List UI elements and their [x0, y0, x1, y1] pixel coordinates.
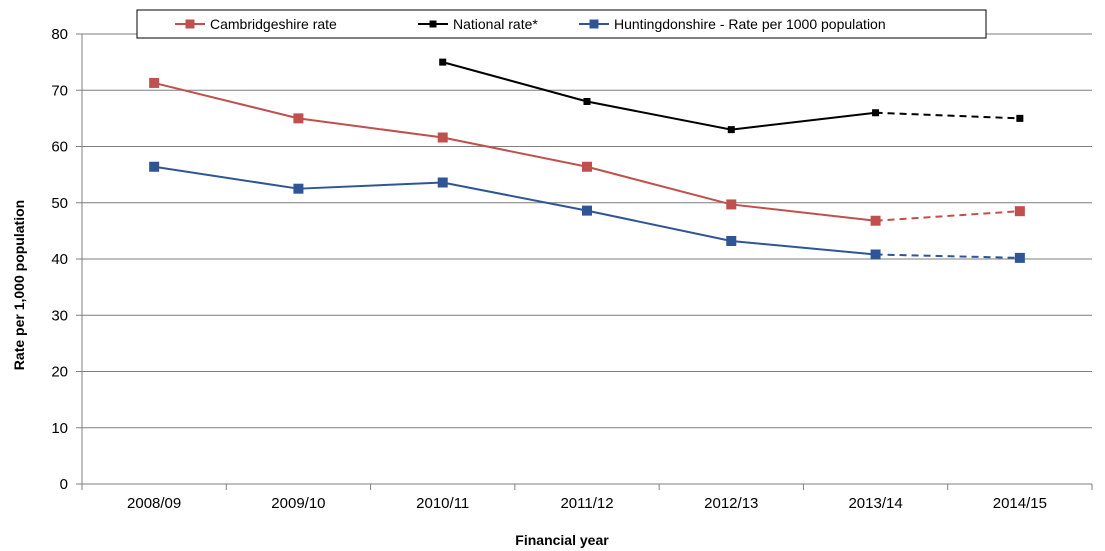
data-point	[726, 236, 737, 246]
y-tick-label: 70	[51, 82, 68, 99]
x-tick-label: 2008/09	[127, 495, 181, 512]
series-3	[149, 161, 1025, 263]
x-tick-label: 2012/13	[704, 495, 758, 512]
data-point	[293, 113, 304, 124]
y-tick-label: 30	[51, 307, 68, 324]
line-segment	[442, 136, 588, 168]
projected-segment	[875, 210, 1020, 222]
y-tick-label: 40	[51, 251, 68, 268]
data-point	[1016, 114, 1024, 122]
line-segment	[442, 61, 588, 103]
legend-swatch-marker	[589, 19, 599, 29]
series-1	[149, 77, 1025, 226]
line-segment	[442, 181, 588, 212]
x-tick-label: 2011/12	[560, 495, 613, 512]
legend-entry-label: National rate*	[453, 16, 538, 32]
line-segment	[298, 117, 443, 139]
data-point	[437, 177, 448, 188]
line-segment	[586, 209, 732, 242]
legend-box	[136, 9, 987, 39]
line-segment	[586, 165, 732, 206]
y-tick-label: 80	[51, 26, 68, 43]
line-segment	[586, 100, 732, 131]
data-point	[872, 109, 880, 117]
x-tick-label: 2010/11	[416, 495, 469, 512]
data-point	[582, 161, 592, 172]
axes	[76, 33, 1093, 490]
projected-segment	[875, 111, 1020, 120]
data-point	[727, 126, 735, 134]
data-point	[439, 58, 447, 66]
x-tick-label: 2014/15	[993, 495, 1047, 512]
legend-swatch-marker	[185, 19, 195, 29]
x-tick-label: 2013/14	[848, 495, 902, 512]
data-point	[583, 98, 591, 105]
y-axis-title: Rate per 1,000 population	[11, 200, 27, 370]
series-layer	[149, 58, 1025, 263]
data-point	[582, 205, 592, 216]
line-segment	[153, 165, 299, 190]
legend-swatch-marker	[429, 20, 437, 28]
data-point	[293, 183, 304, 194]
y-tick-labels: 0 10 20 30 40 50 60 70 80	[51, 26, 68, 493]
line-segment	[153, 81, 299, 120]
legend-entry-label: Huntingdonshire - Rate per 1000 populati…	[614, 16, 886, 32]
data-point	[870, 215, 881, 226]
legend: Cambridgeshire rate National rate* Hunting…	[136, 9, 987, 39]
data-point	[1014, 206, 1025, 217]
y-tick-label: 50	[51, 195, 68, 212]
x-tick-labels: 2008/09 2009/10 2010/11 2011/12 2012/13 2013/…	[127, 495, 1047, 512]
y-tick-label: 0	[60, 476, 68, 493]
line-segment	[731, 111, 876, 131]
data-point	[149, 77, 160, 88]
data-point	[870, 249, 881, 260]
line-segment	[731, 240, 876, 256]
projected-segment	[875, 253, 1020, 259]
x-axis-title: Financial year	[515, 532, 609, 548]
y-tick-label: 20	[51, 364, 68, 381]
data-point	[437, 132, 448, 143]
legend-entry-label: Cambridgeshire rate	[210, 16, 337, 32]
y-tick-label: 10	[51, 420, 68, 437]
line-segment	[731, 203, 876, 222]
x-tick-label: 2009/10	[271, 495, 325, 512]
data-point	[726, 199, 737, 210]
data-point	[149, 161, 160, 172]
y-tick-label: 60	[51, 139, 68, 156]
line-segment	[298, 181, 443, 190]
data-point	[1014, 252, 1025, 263]
series-2	[439, 58, 1024, 134]
